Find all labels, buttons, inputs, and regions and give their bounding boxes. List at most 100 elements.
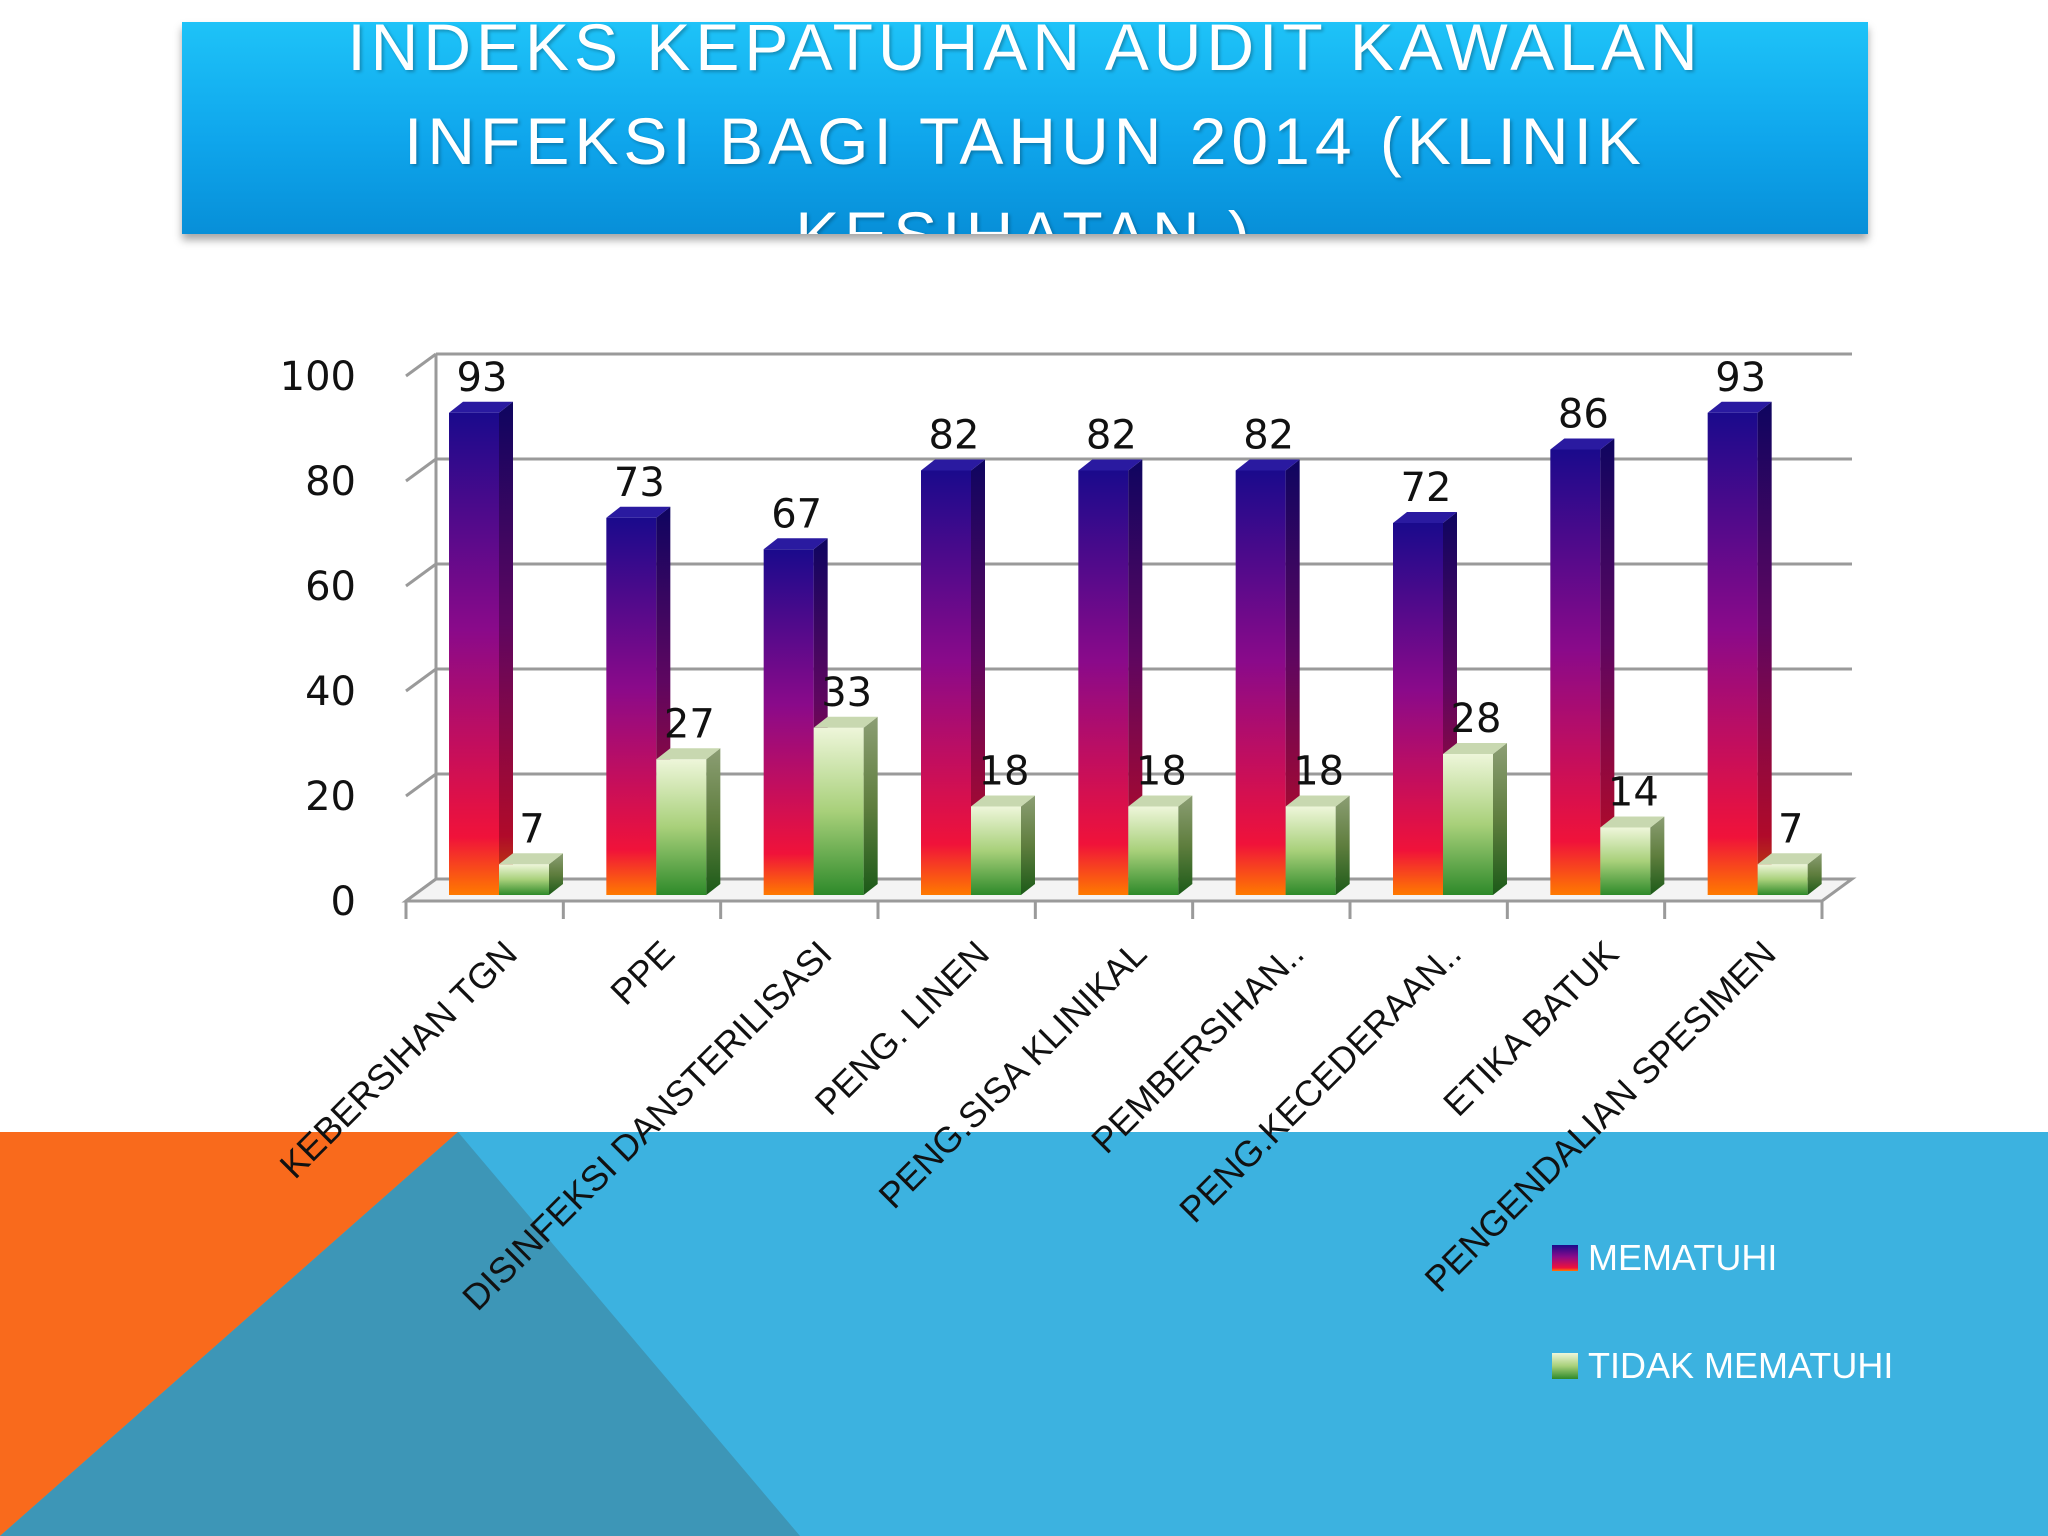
bar-tidak-mematuhi-front bbox=[1128, 806, 1179, 895]
y-tick-label: 100 bbox=[280, 354, 356, 400]
bar-mematuhi bbox=[1550, 438, 1615, 895]
data-label: 73 bbox=[614, 460, 665, 506]
gridline-side bbox=[405, 772, 437, 798]
data-label: 67 bbox=[771, 491, 822, 537]
data-label: 14 bbox=[1608, 770, 1659, 816]
data-label: 72 bbox=[1401, 465, 1452, 511]
bar-mematuhi bbox=[1235, 459, 1300, 895]
legend-label: MEMATUHI bbox=[1588, 1237, 1777, 1278]
bar-tidak-mematuhi bbox=[1285, 795, 1350, 895]
bar-tidak-mematuhi-top bbox=[656, 748, 721, 760]
bar-tidak-mematuhi-side bbox=[1335, 795, 1350, 895]
bar-mematuhi-top bbox=[1393, 512, 1457, 523]
y-tick-label: 40 bbox=[305, 669, 356, 715]
bar-mematuhi bbox=[1393, 512, 1457, 895]
bar-mematuhi-top bbox=[449, 401, 513, 413]
bar-tidak-mematuhi-front bbox=[499, 864, 549, 895]
y-tick-label: 60 bbox=[305, 564, 356, 610]
gridline-side bbox=[405, 352, 437, 378]
bar-mematuhi-front bbox=[1078, 470, 1129, 895]
bar-tidak-mematuhi-side bbox=[1493, 743, 1507, 895]
data-label: 7 bbox=[519, 806, 544, 852]
data-label: 82 bbox=[1086, 413, 1137, 459]
bar-tidak-mematuhi-side bbox=[1807, 853, 1822, 895]
x-category-label: PENG.KECEDERAAN.. bbox=[1171, 933, 1469, 1231]
data-label: 28 bbox=[1451, 696, 1502, 742]
data-label: 18 bbox=[1136, 749, 1187, 795]
bar-mematuhi bbox=[921, 459, 985, 895]
background-steel-triangle bbox=[0, 1132, 800, 1536]
data-label: 82 bbox=[1243, 413, 1294, 459]
bar-tidak-mematuhi-top bbox=[499, 853, 563, 865]
bar-tidak-mematuhi-top bbox=[1285, 795, 1350, 807]
bar-tidak-mematuhi-side bbox=[549, 853, 563, 895]
y-tick-label: 20 bbox=[305, 774, 356, 820]
bar-mematuhi-top bbox=[921, 459, 985, 471]
bar-tidak-mematuhi-top bbox=[1600, 816, 1665, 828]
bar-tidak-mematuhi-side bbox=[706, 748, 721, 895]
bar-tidak-mematuhi-front bbox=[1285, 806, 1336, 895]
bar-mematuhi-front bbox=[1235, 470, 1286, 895]
legend-swatch bbox=[1552, 1245, 1578, 1271]
bar-tidak-mematuhi bbox=[1128, 795, 1193, 895]
bar-tidak-mematuhi bbox=[813, 716, 878, 895]
gridline-side bbox=[405, 562, 437, 588]
x-category-label: PENG.SISA KLINIKAL bbox=[871, 933, 1155, 1217]
bar-mematuhi-side bbox=[499, 401, 513, 895]
gridline-side bbox=[405, 457, 437, 483]
bar-tidak-mematuhi-top bbox=[1443, 743, 1507, 754]
legend-label: TIDAK MEMATUHI bbox=[1588, 1345, 1893, 1386]
data-label: 93 bbox=[457, 355, 508, 401]
y-tick-label: 80 bbox=[305, 459, 356, 505]
bar-mematuhi-front bbox=[763, 549, 814, 895]
bar-mematuhi-top bbox=[763, 538, 828, 550]
data-label: 33 bbox=[821, 670, 872, 716]
bar-mematuhi bbox=[1078, 459, 1143, 895]
bar-tidak-mematuhi-side bbox=[1021, 795, 1035, 895]
bar-tidak-mematuhi-side bbox=[863, 716, 878, 895]
x-category-label: PPE bbox=[602, 933, 682, 1013]
bar-mematuhi-front bbox=[1707, 412, 1758, 895]
bar-tidak-mematuhi-front bbox=[1443, 754, 1493, 895]
bar-tidak-mematuhi-top bbox=[1757, 853, 1822, 865]
bar-tidak-mematuhi bbox=[656, 748, 721, 895]
bar-mematuhi-side bbox=[1128, 459, 1143, 895]
bar-mematuhi-top bbox=[1235, 459, 1300, 471]
data-label: 86 bbox=[1558, 392, 1609, 438]
bar-mematuhi-front bbox=[606, 517, 657, 895]
legend-swatch bbox=[1552, 1353, 1578, 1379]
bar-mematuhi bbox=[449, 401, 513, 895]
bar-mematuhi-front bbox=[449, 412, 499, 895]
bar-mematuhi-side bbox=[1757, 401, 1772, 895]
bar-tidak-mematuhi bbox=[971, 795, 1035, 895]
bar-tidak-mematuhi-side bbox=[1178, 795, 1193, 895]
bar-mematuhi-front bbox=[1393, 523, 1443, 895]
bar-tidak-mematuhi-side bbox=[1650, 816, 1665, 895]
bar-tidak-mematuhi bbox=[499, 853, 563, 895]
x-category-label: KEBERSIHAN TGN bbox=[271, 933, 524, 1186]
bar-tidak-mematuhi-front bbox=[813, 727, 864, 895]
slide-title: INDEKS KEPATUHAN AUDIT KAWALAN INFEKSI B… bbox=[347, 22, 1703, 234]
bar-mematuhi-side bbox=[1600, 438, 1615, 895]
bar-mematuhi-top bbox=[1707, 401, 1772, 413]
bar-mematuhi-front bbox=[921, 470, 971, 895]
bar-mematuhi-side bbox=[1285, 459, 1300, 895]
bar-mematuhi-front bbox=[1550, 449, 1601, 895]
bar-tidak-mematuhi bbox=[1600, 816, 1665, 895]
bar-tidak-mematuhi-top bbox=[971, 795, 1035, 807]
bar-tidak-mematuhi-top bbox=[1128, 795, 1193, 807]
bar-mematuhi-top bbox=[1550, 438, 1615, 450]
data-label: 7 bbox=[1778, 806, 1803, 852]
bar-tidak-mematuhi bbox=[1757, 853, 1822, 895]
bar-tidak-mematuhi-top bbox=[813, 716, 878, 728]
data-label: 82 bbox=[929, 413, 980, 459]
data-label: 93 bbox=[1715, 355, 1766, 401]
bar-tidak-mematuhi-front bbox=[971, 806, 1021, 895]
bar-tidak-mematuhi-front bbox=[656, 759, 707, 895]
bar-mematuhi bbox=[763, 538, 828, 895]
bar-tidak-mematuhi bbox=[1443, 743, 1507, 895]
bar-tidak-mematuhi-front bbox=[1600, 827, 1651, 895]
bar-mematuhi bbox=[1707, 401, 1772, 895]
